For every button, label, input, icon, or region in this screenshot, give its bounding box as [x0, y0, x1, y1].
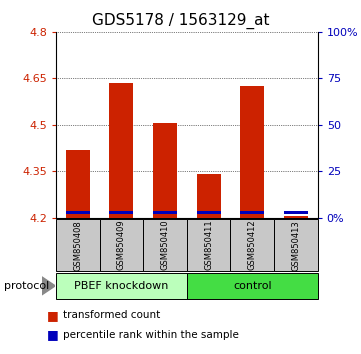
Text: control: control: [233, 281, 271, 291]
Bar: [187, 219, 230, 271]
Text: GSM850413: GSM850413: [291, 220, 300, 270]
Bar: [230, 219, 274, 271]
Text: protocol: protocol: [4, 281, 49, 291]
Bar: [197, 211, 221, 214]
Bar: [56, 219, 100, 271]
Bar: [240, 86, 264, 218]
Bar: [284, 211, 308, 214]
Text: GSM850411: GSM850411: [204, 220, 213, 270]
Bar: [274, 219, 318, 271]
Text: PBEF knockdown: PBEF knockdown: [74, 281, 169, 291]
Text: GSM850408: GSM850408: [73, 220, 82, 270]
Bar: [284, 216, 308, 218]
Text: percentile rank within the sample: percentile rank within the sample: [63, 330, 239, 339]
Bar: [109, 83, 133, 218]
Text: GSM850410: GSM850410: [161, 220, 170, 270]
Text: GSM850409: GSM850409: [117, 220, 126, 270]
Bar: [143, 219, 187, 271]
Bar: [56, 273, 187, 299]
Bar: [240, 211, 264, 214]
Bar: [153, 211, 177, 214]
Bar: [66, 150, 90, 218]
Bar: [100, 219, 143, 271]
Bar: [187, 273, 318, 299]
Bar: [66, 211, 90, 214]
Bar: [109, 211, 133, 214]
Bar: [153, 123, 177, 218]
Text: GSM850412: GSM850412: [248, 220, 257, 270]
Text: GDS5178 / 1563129_at: GDS5178 / 1563129_at: [92, 12, 269, 29]
Text: ■: ■: [47, 328, 59, 341]
Text: ■: ■: [47, 309, 59, 321]
Polygon shape: [42, 277, 55, 295]
Text: transformed count: transformed count: [63, 310, 160, 320]
Bar: [197, 175, 221, 218]
